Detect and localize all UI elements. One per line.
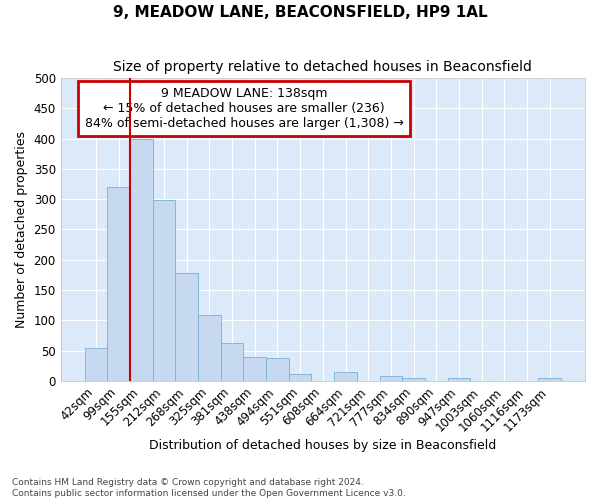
Bar [380, 376, 402, 381]
Title: Size of property relative to detached houses in Beaconsfield: Size of property relative to detached ho… [113, 60, 532, 74]
Bar [448, 378, 470, 381]
Bar [198, 316, 221, 381]
Text: Contains HM Land Registry data © Crown copyright and database right 2024.
Contai: Contains HM Land Registry data © Crown c… [12, 478, 406, 498]
Bar [107, 187, 130, 381]
Bar [152, 200, 175, 381]
Bar [175, 273, 198, 381]
Text: 9 MEADOW LANE: 138sqm
← 15% of detached houses are smaller (236)
84% of semi-det: 9 MEADOW LANE: 138sqm ← 15% of detached … [85, 87, 404, 130]
Bar [266, 358, 289, 381]
Bar [244, 356, 266, 381]
Bar [130, 138, 152, 381]
Bar [334, 372, 357, 381]
Bar [289, 374, 311, 381]
Bar [85, 348, 107, 381]
Y-axis label: Number of detached properties: Number of detached properties [15, 131, 28, 328]
Text: 9, MEADOW LANE, BEACONSFIELD, HP9 1AL: 9, MEADOW LANE, BEACONSFIELD, HP9 1AL [113, 5, 487, 20]
X-axis label: Distribution of detached houses by size in Beaconsfield: Distribution of detached houses by size … [149, 440, 496, 452]
Bar [221, 342, 244, 381]
Bar [538, 378, 561, 381]
Bar [402, 378, 425, 381]
